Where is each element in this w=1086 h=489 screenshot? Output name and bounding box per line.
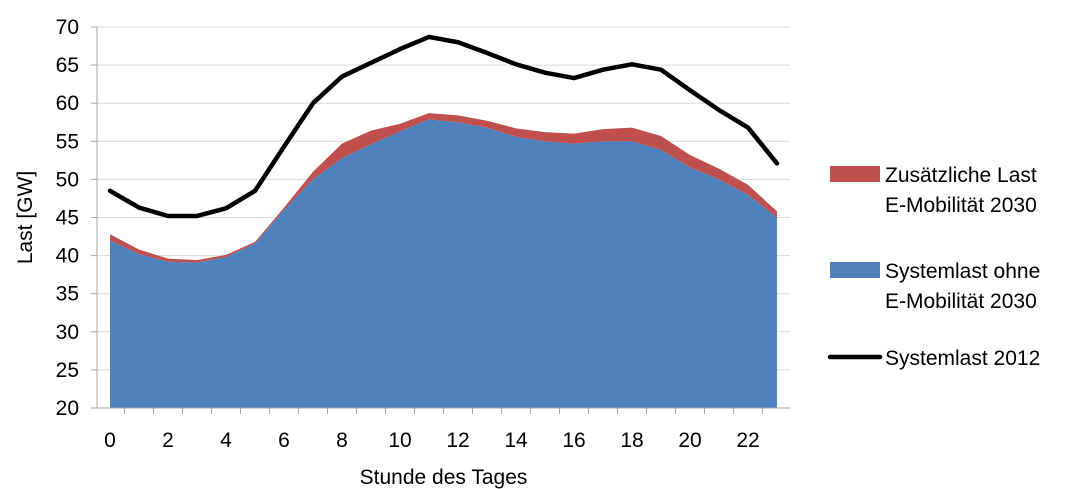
x-tick-label: 2 [162, 429, 174, 452]
x-tick-label: 4 [220, 429, 232, 452]
x-tick-label: 18 [620, 429, 643, 452]
x-tick-label: 12 [446, 429, 469, 452]
legend-label: Systemlast ohne [885, 260, 1040, 283]
legend-label: Zusätzliche Last [885, 164, 1037, 187]
axes [91, 26, 790, 414]
legend-swatch [830, 262, 880, 278]
x-tick-label: 10 [388, 429, 411, 452]
y-tick-label: 35 [56, 283, 79, 306]
line-systemlast-2012 [107, 34, 780, 219]
y-tick-label: 25 [56, 359, 79, 382]
x-tick-label: 0 [104, 429, 116, 452]
legend-label: E-Mobilität 2030 [885, 290, 1037, 313]
y-tick-label: 70 [56, 16, 79, 39]
area-systemlast-ohne-emobilitaet-2030 [110, 119, 777, 409]
y-tick-label: 50 [56, 168, 79, 191]
y-tick-label: 30 [56, 321, 79, 344]
y-tick-label: 20 [56, 397, 79, 420]
x-tick-labels: 0 2 4 6 8 10 12 14 16 18 20 22 [104, 429, 760, 452]
x-tick-label: 20 [678, 429, 701, 452]
lines [107, 34, 780, 219]
y-tick-label: 55 [56, 130, 79, 153]
x-tick-label: 8 [336, 429, 348, 452]
x-tick-label: 6 [278, 429, 290, 452]
areas [110, 113, 777, 409]
legend: Zusätzliche Last E-Mobilität 2030 Systemla… [827, 164, 1040, 370]
y-axis-title: Last [GW] [14, 171, 37, 264]
y-tick-labels: 20 25 30 35 40 45 50 55 60 65 70 [56, 16, 79, 420]
x-tick-label: 16 [562, 429, 585, 452]
legend-label: E-Mobilität 2030 [885, 194, 1037, 217]
legend-label: Systemlast 2012 [885, 347, 1040, 370]
x-tick-label: 22 [736, 429, 759, 452]
x-tick-label: 14 [504, 429, 528, 452]
y-tick-label: 60 [56, 92, 79, 115]
y-tick-label: 45 [56, 207, 79, 230]
y-tick-label: 65 [56, 54, 79, 77]
y-tick-label: 40 [56, 245, 79, 268]
x-axis-title: Stunde des Tages [360, 466, 528, 489]
legend-swatch [830, 166, 880, 182]
